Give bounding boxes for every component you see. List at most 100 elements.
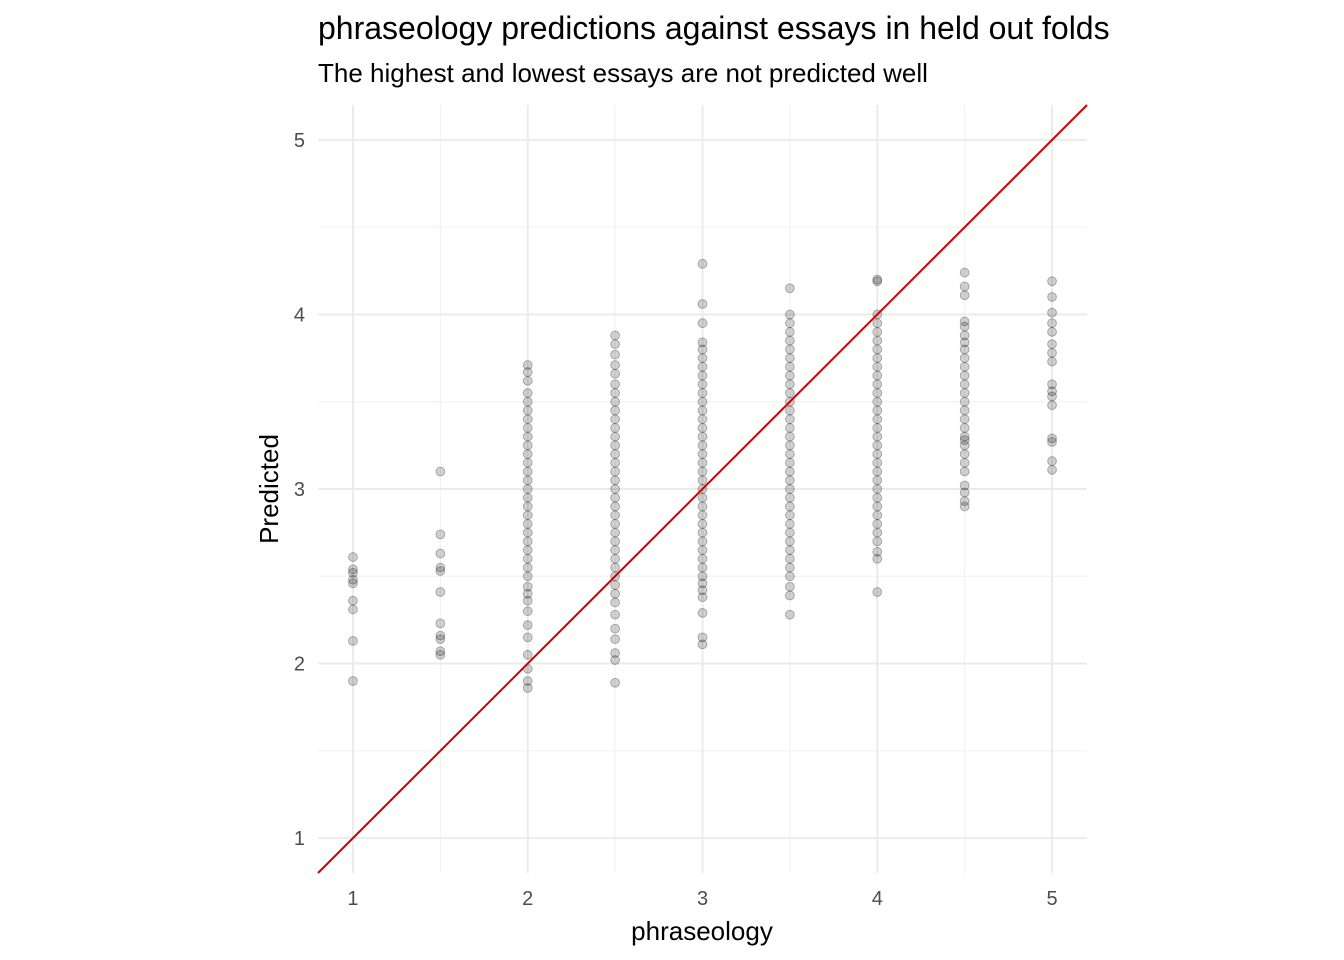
data-point	[959, 267, 970, 278]
data-point	[610, 655, 621, 665]
data-point	[697, 423, 708, 433]
data-point	[610, 484, 621, 494]
data-point	[697, 361, 708, 372]
data-point	[784, 309, 795, 320]
data-point	[784, 581, 795, 592]
data-point	[872, 353, 883, 363]
data-point	[522, 466, 533, 477]
data-point	[610, 414, 621, 425]
data-point	[610, 349, 621, 360]
data-point	[1047, 436, 1057, 447]
data-point	[872, 344, 883, 355]
data-point	[522, 414, 533, 425]
data-point	[784, 484, 795, 494]
data-point	[784, 335, 795, 346]
data-point	[872, 501, 883, 512]
data-point	[610, 396, 621, 407]
data-point	[435, 466, 446, 477]
chart-title: phraseology predictions against essays i…	[318, 10, 1110, 46]
data-point	[872, 318, 883, 329]
x-tick-label: 1	[347, 888, 358, 910]
data-point	[1047, 464, 1057, 475]
data-point	[522, 510, 533, 521]
data-point	[348, 564, 358, 575]
data-point	[610, 588, 621, 599]
data-point	[784, 449, 795, 459]
data-point	[1047, 379, 1057, 390]
data-point	[610, 597, 621, 608]
data-point	[435, 646, 446, 657]
data-point	[697, 318, 708, 329]
data-point	[697, 414, 708, 425]
data-point	[610, 379, 621, 390]
data-point	[522, 405, 533, 416]
data-point	[522, 620, 533, 631]
data-point	[959, 414, 970, 425]
data-point	[697, 562, 708, 573]
data-point	[784, 545, 795, 555]
data-point	[610, 388, 621, 398]
data-point	[610, 440, 621, 451]
data-point	[872, 466, 883, 477]
data-point	[610, 368, 621, 379]
data-point	[959, 440, 970, 451]
data-point	[697, 527, 708, 538]
data-point	[522, 545, 533, 555]
data-point	[784, 327, 795, 337]
data-point	[522, 536, 533, 547]
data-point	[697, 344, 708, 355]
data-point	[959, 388, 970, 398]
reference-line	[317, 104, 1088, 874]
data-point	[522, 571, 533, 582]
data-point	[872, 370, 883, 381]
data-point	[697, 519, 708, 529]
data-point	[872, 519, 883, 529]
data-point	[872, 396, 883, 407]
data-point	[522, 360, 533, 370]
data-point	[610, 648, 621, 658]
data-point	[522, 527, 533, 538]
data-point	[435, 562, 446, 573]
data-point	[610, 360, 621, 370]
data-point	[610, 510, 621, 521]
data-point	[522, 457, 533, 468]
data-point	[784, 519, 795, 529]
data-point	[959, 457, 970, 468]
data-point	[610, 405, 621, 416]
data-point	[522, 501, 533, 512]
data-point	[784, 388, 795, 398]
y-tick-label: 5	[294, 130, 305, 152]
data-point	[872, 388, 883, 398]
data-point	[522, 632, 533, 643]
data-point	[784, 405, 795, 416]
data-point	[959, 370, 970, 381]
data-point	[348, 676, 358, 686]
data-point	[784, 370, 795, 381]
data-point	[435, 529, 446, 540]
data-point	[610, 677, 621, 688]
data-point	[959, 321, 970, 332]
data-point	[872, 587, 883, 597]
data-point	[697, 353, 708, 363]
data-point	[784, 344, 795, 355]
x-tick-label: 3	[697, 888, 708, 910]
data-point	[784, 423, 795, 433]
data-point	[784, 361, 795, 372]
data-point	[610, 466, 621, 477]
data-point	[697, 299, 708, 309]
data-point	[784, 562, 795, 573]
data-point	[610, 580, 621, 590]
data-point	[784, 283, 795, 294]
data-point	[784, 536, 795, 547]
data-point	[435, 566, 446, 576]
data-point	[784, 353, 795, 363]
data-point	[872, 536, 883, 547]
data-point	[959, 316, 970, 327]
data-point	[784, 492, 795, 503]
data-point	[784, 501, 795, 512]
data-point	[872, 423, 883, 433]
data-point	[522, 649, 533, 660]
data-point	[784, 379, 795, 390]
data-point	[610, 634, 621, 645]
data-point	[522, 388, 533, 398]
